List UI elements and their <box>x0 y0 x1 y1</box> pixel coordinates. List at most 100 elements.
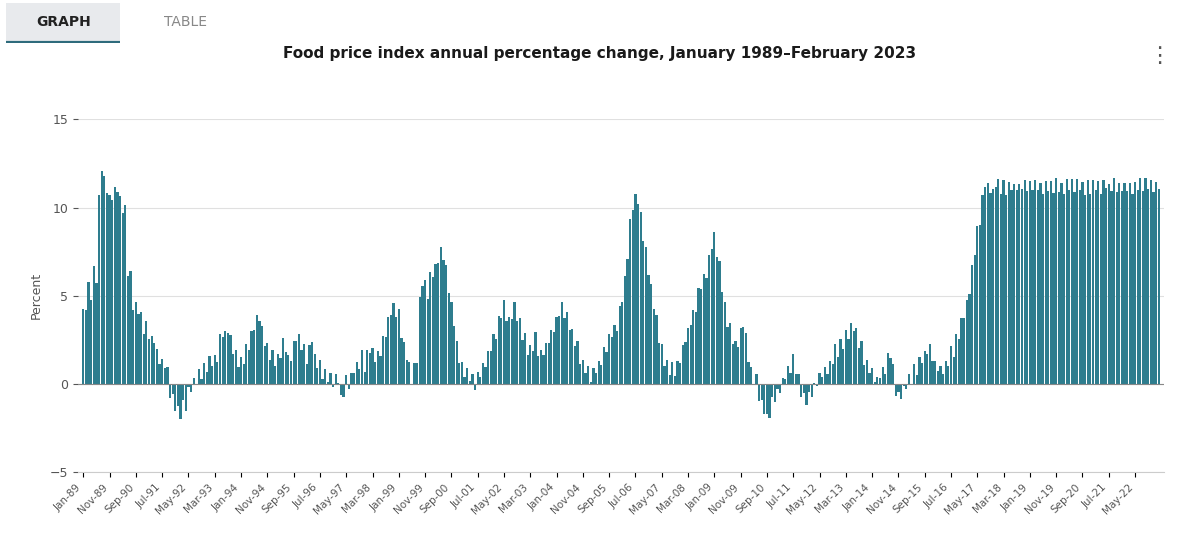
Bar <box>920 363 923 384</box>
Bar <box>1034 180 1037 384</box>
Bar <box>726 327 728 384</box>
Bar <box>130 271 132 384</box>
Bar <box>845 330 847 384</box>
Bar <box>1145 178 1147 384</box>
Bar <box>540 350 542 384</box>
Bar <box>437 263 439 384</box>
Bar <box>374 362 377 384</box>
Bar <box>840 339 841 384</box>
Bar <box>850 324 852 384</box>
Bar <box>235 350 236 384</box>
Bar <box>781 378 784 384</box>
Bar <box>989 193 991 384</box>
Bar <box>379 357 382 384</box>
Bar <box>690 325 692 384</box>
Bar <box>755 374 757 384</box>
Bar <box>1081 182 1084 384</box>
Bar <box>640 212 642 384</box>
Bar <box>1132 194 1134 384</box>
Bar <box>300 350 302 384</box>
Bar <box>968 294 971 384</box>
Bar <box>260 326 263 384</box>
Bar <box>95 283 97 384</box>
Bar <box>1032 190 1033 384</box>
Bar <box>1116 192 1117 384</box>
Bar <box>642 242 644 384</box>
Bar <box>137 314 139 384</box>
Bar <box>918 357 920 384</box>
Bar <box>1105 188 1108 384</box>
Bar <box>748 362 750 384</box>
Bar <box>119 196 121 384</box>
Bar <box>624 276 626 384</box>
Bar <box>1028 181 1031 384</box>
Bar <box>200 379 203 384</box>
Bar <box>739 328 742 384</box>
Bar <box>498 315 500 384</box>
Bar <box>232 353 234 384</box>
Bar <box>653 309 655 384</box>
Bar <box>395 317 397 384</box>
Bar <box>121 213 124 384</box>
Bar <box>503 300 505 384</box>
Bar <box>280 358 282 384</box>
Bar <box>274 367 276 384</box>
Bar <box>582 360 584 384</box>
Bar <box>88 282 90 384</box>
Bar <box>584 374 587 384</box>
Bar <box>521 339 523 384</box>
Bar <box>803 384 805 393</box>
Bar <box>368 353 371 384</box>
Bar <box>677 362 679 384</box>
Bar <box>1092 180 1094 384</box>
Bar <box>713 232 715 384</box>
Bar <box>814 383 815 384</box>
Bar <box>695 312 697 384</box>
Y-axis label: Percent: Percent <box>30 273 43 319</box>
Bar <box>348 384 350 389</box>
Bar <box>143 334 145 384</box>
Bar <box>1039 183 1042 384</box>
Bar <box>874 382 876 384</box>
Bar <box>430 272 432 384</box>
Bar <box>955 334 958 384</box>
Bar <box>865 361 868 384</box>
Bar <box>90 300 92 384</box>
Bar <box>931 361 934 384</box>
Bar <box>900 384 902 400</box>
Bar <box>1068 190 1070 384</box>
Bar <box>558 316 560 384</box>
Bar <box>589 382 592 384</box>
Bar <box>1052 193 1055 384</box>
Bar <box>997 179 1000 384</box>
Bar <box>800 384 803 397</box>
Bar <box>790 372 792 384</box>
Bar <box>103 176 106 384</box>
Bar <box>763 384 766 414</box>
Bar <box>534 332 536 384</box>
Bar <box>966 300 968 384</box>
Bar <box>492 333 494 384</box>
Bar <box>248 350 250 384</box>
Bar <box>106 193 108 384</box>
Bar <box>326 382 329 384</box>
Bar <box>361 350 364 384</box>
Bar <box>761 384 763 400</box>
Bar <box>553 332 556 384</box>
Bar <box>253 330 256 384</box>
Bar <box>700 289 702 384</box>
Bar <box>416 363 419 384</box>
Bar <box>359 369 360 384</box>
Bar <box>264 346 266 384</box>
Bar <box>960 318 962 384</box>
Bar <box>1103 180 1105 384</box>
Bar <box>172 384 174 394</box>
Bar <box>708 255 710 384</box>
Bar <box>1050 181 1052 384</box>
Bar <box>82 308 84 384</box>
Bar <box>224 331 227 384</box>
Bar <box>892 364 894 384</box>
Bar <box>832 364 834 384</box>
Bar <box>1112 178 1115 384</box>
Bar <box>432 277 434 384</box>
